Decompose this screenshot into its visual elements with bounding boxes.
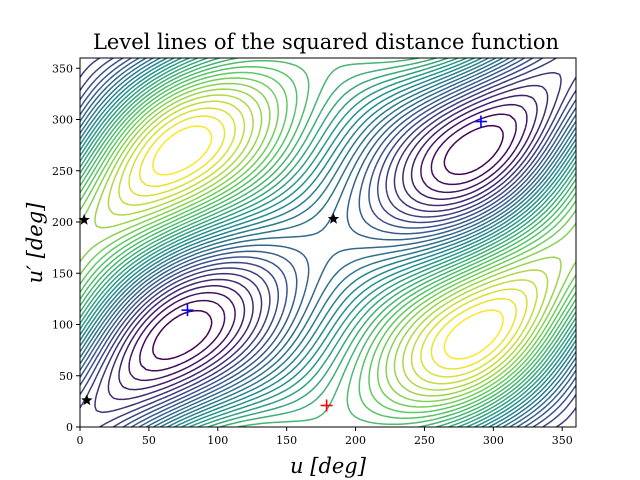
minima-marker (474, 115, 487, 128)
minima-marker (181, 304, 194, 317)
contour-level (80, 58, 576, 427)
y-tick-label: 100 (52, 319, 73, 332)
contour-lines (80, 58, 576, 427)
contour-level (107, 94, 549, 391)
y-axis-label: u′ [deg] (23, 202, 47, 283)
y-tick-label: 50 (59, 370, 73, 383)
contour-level (107, 84, 549, 401)
chart-title: Level lines of the squared distance func… (93, 30, 559, 54)
saddles-marker (81, 394, 93, 406)
x-tick-label: 0 (77, 434, 84, 447)
x-axis-label: u [deg] (290, 454, 367, 478)
contour-level (80, 58, 576, 427)
y-axis-ticks: 0 50 100 150 200 250 300 350 (52, 62, 80, 434)
y-tick-label: 250 (52, 165, 73, 178)
contour-level (80, 58, 576, 427)
y-tick-label: 300 (52, 114, 73, 127)
contour-level (80, 77, 576, 408)
contour-level (80, 58, 576, 427)
y-tick-label: 0 (66, 421, 73, 434)
x-axis-ticks: 0 50 100 150 200 250 300 350 (77, 427, 573, 447)
global-minimum-marker (320, 399, 333, 412)
saddles-marker (78, 213, 90, 225)
contour-level (80, 71, 576, 414)
contour-level (152, 124, 504, 361)
x-tick-label: 350 (552, 434, 573, 447)
contour-level (80, 58, 576, 427)
contour-level (80, 58, 576, 427)
contour-level (94, 88, 562, 397)
x-tick-label: 250 (414, 434, 435, 447)
contour-level (80, 59, 576, 426)
marker-layer (78, 115, 487, 412)
contour-level (152, 125, 504, 360)
contour-level (80, 58, 576, 427)
y-tick-label: 200 (52, 216, 73, 229)
contour-level (139, 113, 517, 372)
x-tick-label: 300 (483, 434, 504, 447)
contour-level (80, 58, 576, 427)
contour-level (80, 58, 576, 427)
contour-level (80, 58, 576, 427)
contour-level (128, 103, 528, 382)
contour-level (94, 71, 562, 414)
contour-level (80, 58, 576, 427)
contour-level (139, 115, 517, 370)
contour-level (118, 100, 538, 385)
plot-frame (79, 57, 577, 428)
y-tick-label: 150 (52, 267, 73, 280)
x-tick-label: 50 (142, 434, 156, 447)
saddles-marker (327, 212, 340, 224)
contour-level (128, 107, 528, 378)
x-tick-label: 100 (207, 434, 228, 447)
contour-level (80, 82, 576, 403)
y-tick-label: 350 (52, 62, 73, 75)
x-tick-label: 200 (345, 434, 366, 447)
contour-level (118, 94, 538, 391)
x-tick-label: 150 (276, 434, 297, 447)
